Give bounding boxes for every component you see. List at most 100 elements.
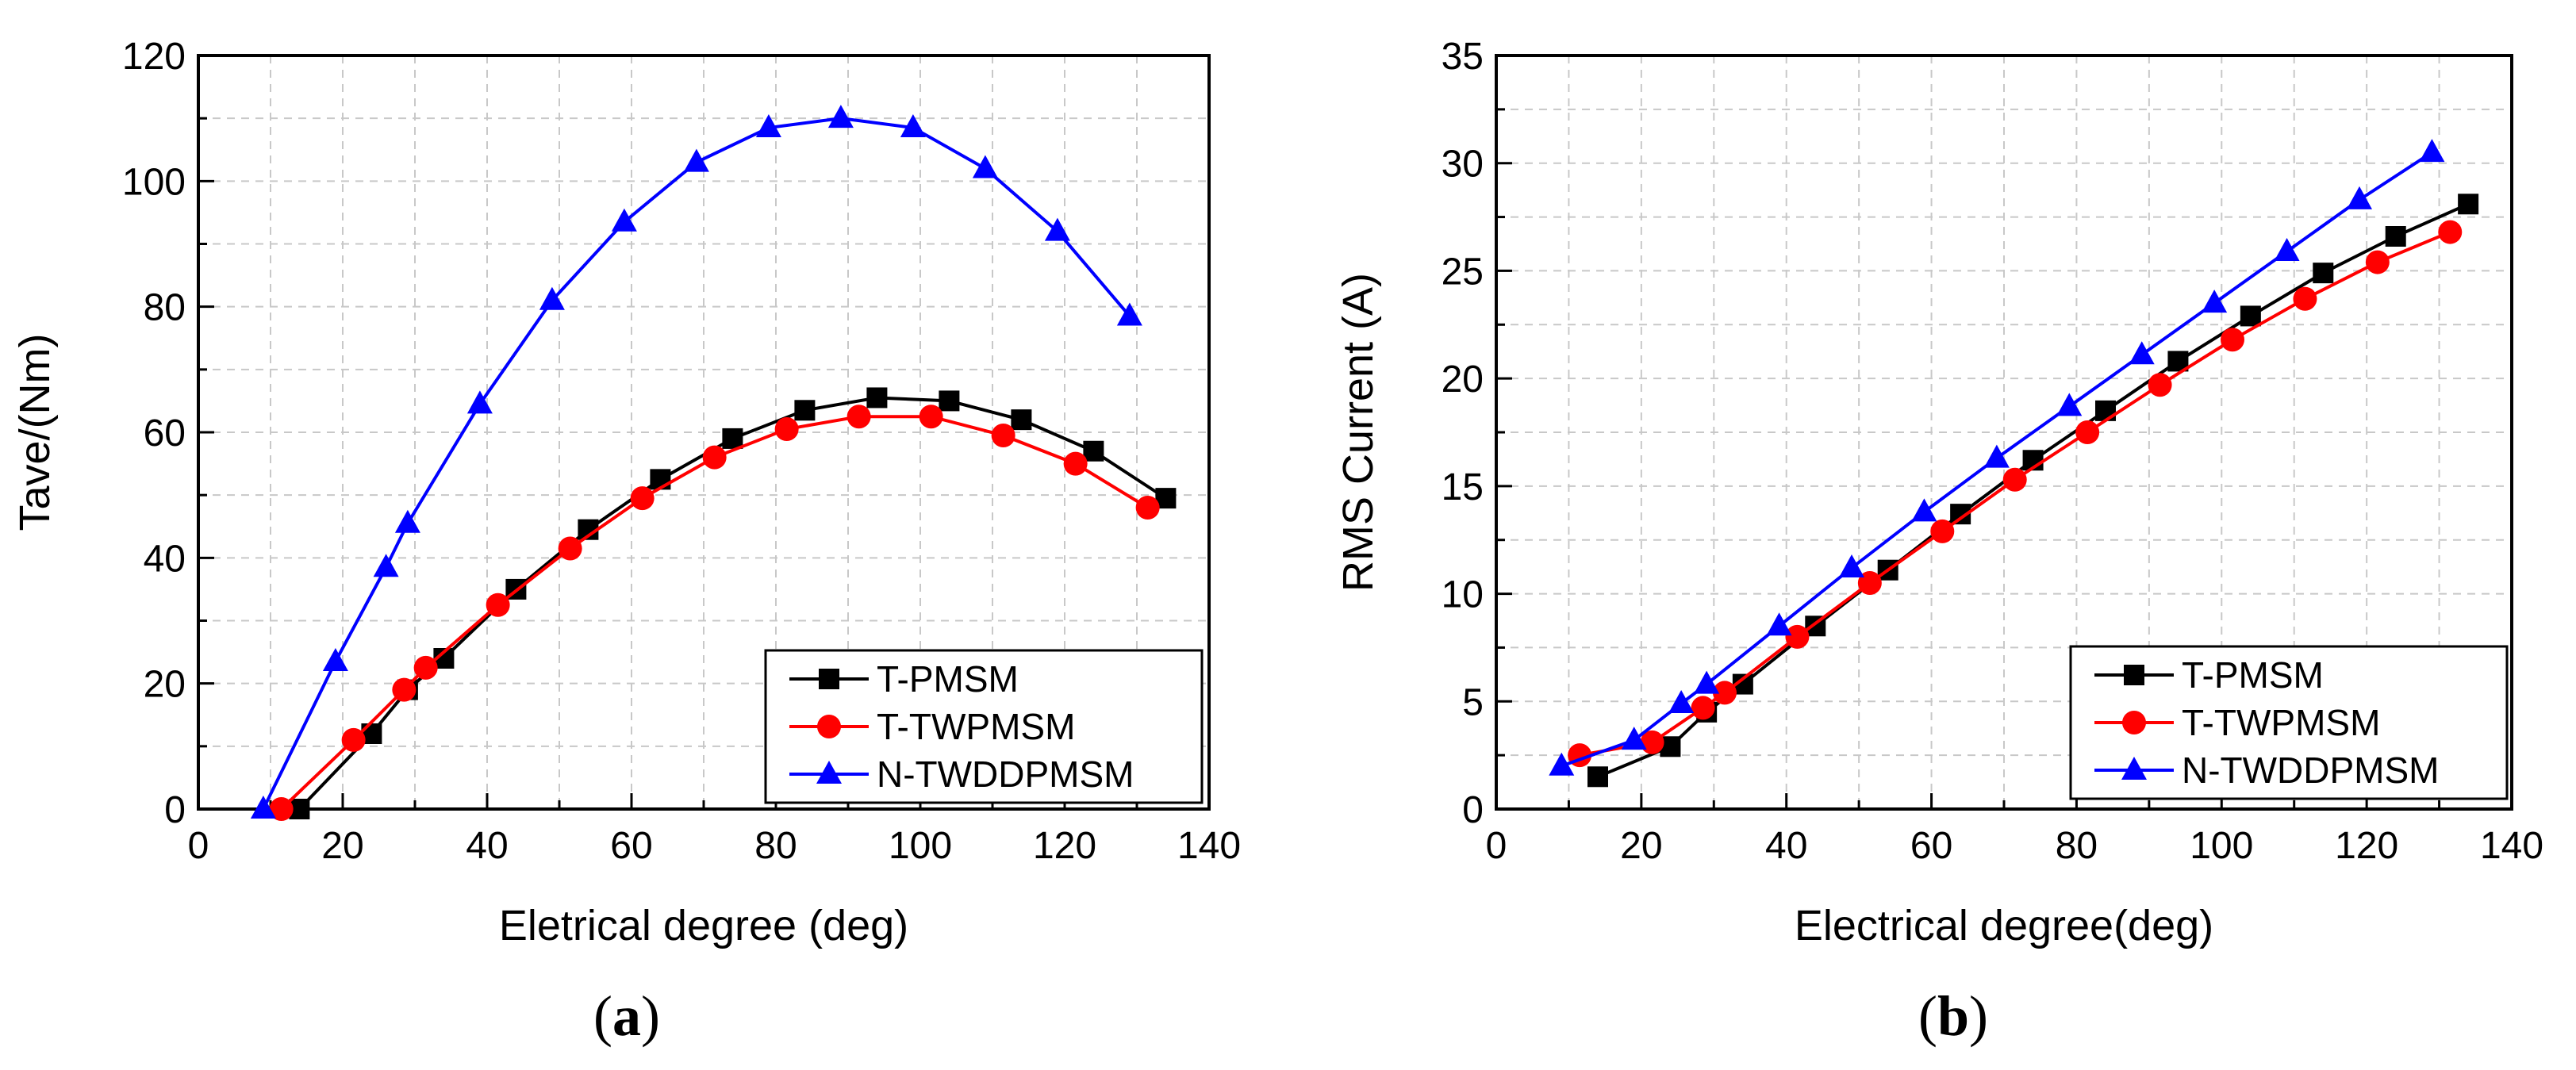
panel-b-legend-label: T-PMSM [2182,654,2324,696]
caption-a-letter: a [612,984,641,1048]
panel-b-point-n-twddpmsm [1839,554,1864,577]
panel-a-x-tick-label: 20 [321,825,363,867]
panel-b-legend: T-PMSM T-TWPMSM N-TWDDPMSM [2069,645,2509,800]
panel-a-point-n-twddpmsm [972,155,998,178]
caption-b-close: ) [1969,984,1989,1048]
panel-a-legend-label: N-TWDDPMSM [877,754,1134,795]
panel-a-point-t-pmsm [866,387,888,408]
panel-b-point-n-twddpmsm [1668,690,1695,713]
panel-b-point-t-pmsm [2313,263,2334,284]
panel-b-point-t-pmsm [2095,400,2116,421]
panel-b-x-tick-label: 100 [2190,825,2253,867]
panel-b-series-n-twddpmsm [1549,139,2445,776]
panel-a-point-t-twpmsm [392,677,417,702]
panel-a-legend-marker [819,669,839,689]
panel-b-x-tick-label: 80 [2056,825,2098,867]
panel-a-y-tick-label: 100 [122,161,186,203]
panel-b-y-tick-label: 30 [1442,144,1484,186]
panel-a-point-n-twddpmsm [250,796,276,819]
panel-b-point-n-twddpmsm [2419,139,2445,163]
caption-a-close: ) [641,984,660,1048]
panel-b-series-t-pmsm [1587,194,2479,788]
panel-b-x-tick-label: 20 [1620,825,1662,867]
panel-a-x-tick-label: 140 [1177,825,1241,867]
panel-a-point-n-twddpmsm [1044,217,1070,241]
panel-b-series-t-twpmsm [1568,220,2463,768]
panel-a-point-t-twpmsm [774,417,799,442]
panel-a-point-n-twddpmsm [466,390,493,414]
panel-b-point-n-twddpmsm [1621,727,1647,750]
panel-b-legend-marker [2124,665,2144,685]
panel-b-point-n-twddpmsm [1983,444,2010,468]
panel-a-point-t-twpmsm [847,405,871,429]
panel-b-y-tick-label: 5 [1462,681,1484,723]
panel-a-point-t-twpmsm [269,797,294,821]
panel-b-point-t-twpmsm [1713,681,1737,705]
panel-b-point-t-twpmsm [2002,467,2027,492]
panel-b-y-axis-label: RMS Current (A) [1334,273,1382,592]
panel-b-x-tick-label: 0 [1486,825,1507,867]
panel-a-point-t-twpmsm [413,655,438,680]
panel-a-legend-marker [817,715,841,738]
panel-a-series-n-twddpmsm [250,105,1142,819]
panel-b-point-t-twpmsm [2148,373,2172,397]
panel-b-point-t-twpmsm [1691,696,1715,720]
panel-a-point-t-pmsm [794,400,816,421]
panel-a-y-tick-label: 40 [144,538,186,580]
panel-a-point-n-twddpmsm [539,286,565,310]
panel-b-point-n-twddpmsm [2347,186,2372,209]
panel-b-point-n-twddpmsm [1766,612,1792,636]
panel-b-point-t-twpmsm [2293,286,2317,311]
panel-a-x-tick-label: 80 [754,825,797,867]
panel-a-point-t-twpmsm [630,486,655,511]
panel-a-x-axis-label: Eletrical degree (deg) [499,902,908,949]
panel-a-point-t-twpmsm [919,405,943,429]
panel-a-point-n-twddpmsm [1116,302,1142,326]
panel-b-point-n-twddpmsm [2056,393,2083,416]
panel-a-point-t-pmsm [1011,409,1032,431]
caption-a-open: ( [593,984,612,1048]
panel-a-point-n-twddpmsm [755,114,781,138]
caption-b: (b) [1918,984,1988,1049]
panel-b-x-axis-label: Electrical degree(deg) [1795,902,2213,949]
panel-b-point-t-twpmsm [1785,624,1810,649]
caption-a: (a) [593,984,660,1049]
panel-b-point-n-twddpmsm [2129,341,2155,365]
panel-b-point-t-twpmsm [2438,220,2463,244]
panel-a-point-n-twddpmsm [373,554,399,577]
panel-a-legend-label: T-PMSM [877,658,1019,700]
panel-a-point-n-twddpmsm [394,509,420,533]
panel-b-point-n-twddpmsm [2274,238,2300,261]
panel-b-x-tick-label: 140 [2480,825,2543,867]
panel-b-point-t-pmsm [2240,305,2261,327]
panel-a-point-n-twddpmsm [322,647,348,671]
panel-b-legend-label: N-TWDDPMSM [2182,750,2440,791]
panel-a-legend: T-PMSM T-TWPMSM N-TWDDPMSM [764,649,1204,804]
panel-a-point-t-twpmsm [991,423,1015,447]
panel-a-point-t-twpmsm [1135,496,1160,520]
panel-a-point-t-twpmsm [1063,451,1088,476]
panel-b-grid [1496,56,2512,809]
panel-b: 0 20 40 60 80 100 120 140 0 5 10 15 20 25 30 35 Electric… [1334,36,2543,949]
panel-a-legend-marker [816,761,842,784]
panel-a-y-tick-label: 60 [144,412,186,454]
panel-a-point-t-twpmsm [558,536,582,561]
panel-b-point-t-pmsm [2385,226,2406,247]
panel-b-x-tick-label: 60 [1910,825,1952,867]
panel-b-point-n-twddpmsm [2202,290,2228,313]
panel-a-x-tick-label: 100 [889,825,952,867]
caption-b-open: ( [1918,984,1937,1048]
panel-a-line-n-twddpmsm [262,117,1131,810]
panel-b-point-t-twpmsm [2075,420,2100,444]
panel-b-point-n-twddpmsm [1911,498,1937,522]
panel-b-point-t-pmsm [1587,766,1608,788]
panel-a-grid [198,56,1209,809]
panel-a-point-n-twddpmsm [683,148,709,172]
panel-b-y-tick-label: 0 [1462,789,1484,831]
panel-b-x-tick-label: 120 [2335,825,2398,867]
panel-a-point-t-twpmsm [702,445,727,470]
panel-b-x-tick-label: 40 [1765,825,1807,867]
panel-b-y-tick-label: 10 [1442,574,1484,616]
panel-b-y-tick-label: 25 [1442,251,1484,293]
panel-b-point-n-twddpmsm [1549,752,1575,776]
